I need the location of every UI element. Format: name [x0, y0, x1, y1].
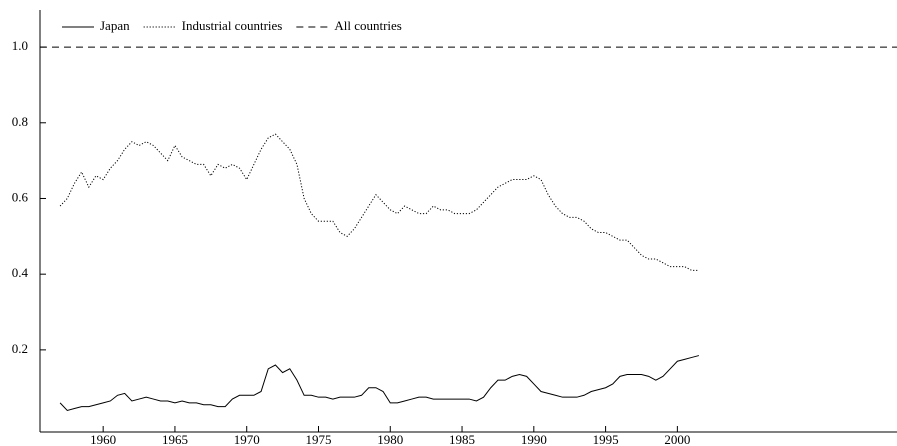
y-tick-label: 1.0	[12, 38, 28, 53]
legend-label: All countries	[334, 18, 402, 33]
x-tick-label: 1960	[90, 432, 116, 446]
series-line	[59, 355, 700, 411]
y-tick-label: 0.8	[12, 114, 28, 129]
y-tick-label: 0.4	[12, 265, 29, 280]
x-tick-label: 1975	[305, 432, 331, 446]
x-tick-label: 1965	[162, 432, 188, 446]
series-line	[59, 133, 699, 271]
legend-label: Japan	[100, 18, 130, 33]
x-tick-label: 1995	[593, 432, 619, 446]
x-tick-label: 1990	[521, 432, 547, 446]
x-tick-label: 1980	[377, 432, 403, 446]
x-tick-label: 1985	[449, 432, 475, 446]
y-tick-label: 0.2	[12, 341, 28, 356]
legend-label: Industrial countries	[182, 18, 283, 33]
y-tick-label: 0.6	[12, 189, 29, 204]
x-tick-label: 2000	[664, 432, 690, 446]
x-tick-label: 1970	[234, 432, 260, 446]
